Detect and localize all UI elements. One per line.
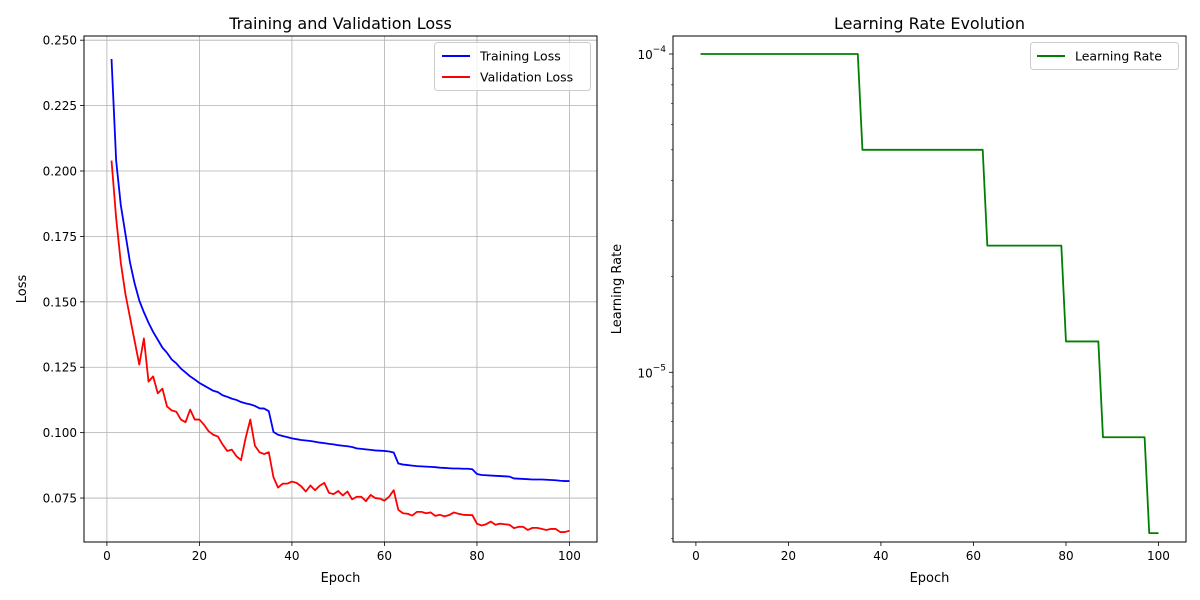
- loss-chart-y-label: Loss: [15, 275, 30, 304]
- x-tick-label-0: 0: [103, 549, 111, 563]
- learning-rate-chart: 0 20 40 60 80 100 10−5 10−4 Learning Rate Evol…: [610, 14, 1187, 586]
- x-tick-label-100: 100: [558, 549, 581, 563]
- loss-chart-legend-box: [434, 42, 591, 91]
- learning-rate-chart-x-label: Epoch: [910, 571, 950, 586]
- loss-chart: 0 20 40 60 80 100 0.0750.1000.1250.1500.1750.…: [15, 14, 598, 586]
- loss-chart-lines: [110, 58, 570, 533]
- lr-x-tick-label-0: 0: [692, 549, 700, 563]
- x-tick-label-80: 80: [469, 549, 484, 563]
- y-tick-label-0-250: 0.250: [43, 34, 77, 48]
- learning-rate-chart-y-ticks: 10−5 10−4: [637, 45, 673, 540]
- lr-x-tick-label-40: 40: [873, 549, 888, 563]
- loss-chart-x-ticks: 0 20 40 60 80 100: [103, 542, 581, 563]
- learning-rate-chart-x-ticks: 0 20 40 60 80 100: [692, 542, 1170, 563]
- loss-chart-frame: [83, 35, 598, 543]
- y-tick-label-0-200: 0.200: [43, 165, 77, 179]
- series-line-learning-rate: [700, 53, 1159, 534]
- lr-x-tick-label-60: 60: [966, 549, 981, 563]
- loss-chart-title: Training and Validation Loss: [228, 14, 452, 33]
- learning-rate-chart-legend: Learning Rate: [1030, 42, 1179, 70]
- x-tick-label-20: 20: [192, 549, 207, 563]
- lr-x-tick-label-80: 80: [1058, 549, 1073, 563]
- loss-chart-x-label: Epoch: [321, 571, 361, 586]
- y-tick-label-0-100: 0.100: [43, 426, 77, 440]
- y-tick-label-0-150: 0.150: [43, 295, 77, 309]
- loss-chart-legend: Training Loss Validation Loss: [434, 42, 591, 91]
- loss-chart-y-ticks: 0.075 0.100 0.125 0.150 0.175 0.200 0.225 0.250: [43, 34, 84, 506]
- lr-y-tick-label-1e4: 10−4: [637, 45, 666, 62]
- series-line-training-loss: [110, 58, 570, 482]
- series-line-validation-loss: [110, 160, 570, 533]
- lr-x-tick-label-100: 100: [1147, 549, 1170, 563]
- x-tick-label-40: 40: [284, 549, 299, 563]
- y-tick-label-0-075: 0.075: [43, 492, 77, 506]
- learning-rate-chart-lines: [700, 53, 1159, 534]
- learning-rate-chart-y-label: Learning Rate: [610, 244, 625, 334]
- legend-label-learning-rate: Learning Rate: [1075, 49, 1162, 64]
- lr-x-tick-label-20: 20: [781, 549, 796, 563]
- learning-rate-chart-title: Learning Rate Evolution: [834, 14, 1025, 33]
- learning-rate-chart-legend-box: [1030, 42, 1179, 70]
- learning-rate-chart-frame: [672, 35, 1187, 543]
- legend-label-validation-loss: Validation Loss: [480, 70, 573, 85]
- loss-chart-grid: [84, 36, 597, 542]
- y-tick-label-0-175: 0.175: [43, 230, 77, 244]
- y-tick-label-0-125: 0.125: [43, 361, 77, 375]
- x-tick-label-60: 60: [377, 549, 392, 563]
- legend-label-training-loss: Training Loss: [479, 49, 561, 64]
- y-tick-label-0-225: 0.225: [43, 99, 77, 113]
- lr-y-tick-label-1e5: 10−5: [637, 363, 666, 380]
